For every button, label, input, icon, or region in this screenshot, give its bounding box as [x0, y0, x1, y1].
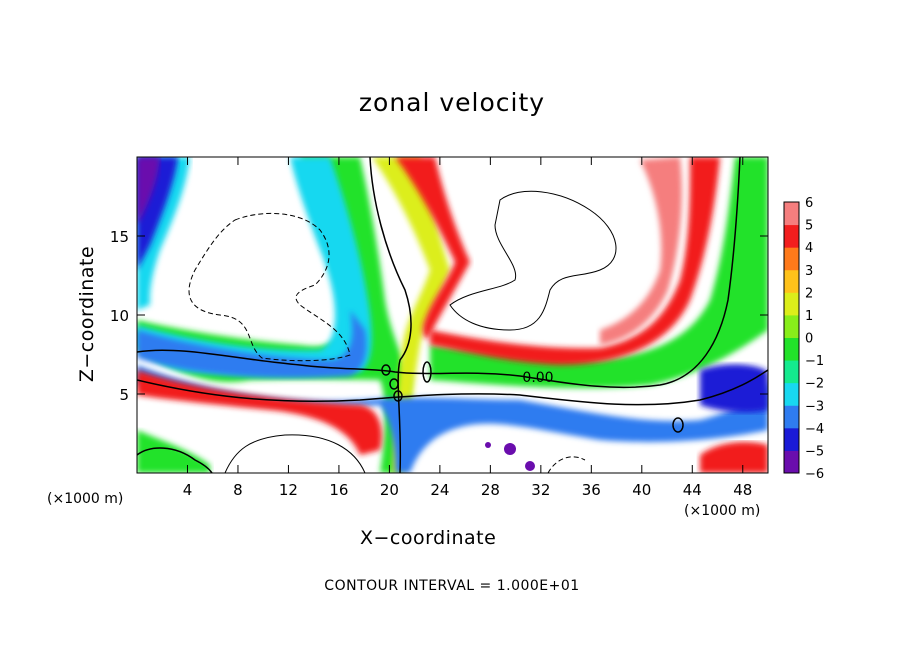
- left-bottom-contour: [137, 447, 213, 473]
- colorbar-swatch: [784, 382, 799, 406]
- colorbar-tick-label: −2: [805, 377, 824, 392]
- small-contour-loop: [393, 390, 403, 402]
- heatmap-field: 0.00: [137, 157, 768, 473]
- colorbar-swatch: [784, 224, 799, 248]
- field-speck: [485, 442, 491, 448]
- field-bottom-right-red: [700, 442, 768, 473]
- colorbar-tick-label: 1: [805, 309, 813, 324]
- lower-contour: [224, 434, 366, 473]
- zero-contour-lower: [137, 369, 768, 406]
- colorbar-swatch: [784, 360, 799, 384]
- colorbar-tick-label: 5: [805, 219, 813, 234]
- colorbar-tick-label: 0: [805, 332, 813, 347]
- zero-contour-left-band: [369, 157, 412, 473]
- x-tick-label: 8: [233, 481, 243, 499]
- colorbar-swatch: [784, 427, 799, 451]
- field-left-purple: [137, 157, 160, 225]
- colorbar-tick-label: 2: [805, 286, 813, 301]
- colorbar-tick-label: −3: [805, 399, 824, 414]
- colorbar-tick-label: −6: [805, 467, 824, 482]
- field-band-cyan: [137, 157, 372, 376]
- colorbar-tick-label: −4: [805, 422, 824, 437]
- contour-lines: [137, 157, 768, 473]
- x-unit-note-right: (×1000 m): [684, 503, 761, 519]
- colorbar-swatch: [784, 337, 799, 361]
- x-tick-label: 36: [582, 481, 601, 499]
- contour-interval-note: CONTOUR INTERVAL = 1.000E+01: [324, 578, 580, 594]
- colorbar-swatch: [784, 202, 799, 226]
- chart-title: zonal velocity: [358, 88, 546, 117]
- y-tick-label: 15: [110, 228, 129, 246]
- colorbar-frame: [783, 201, 800, 474]
- y-axis-ticks: 5 10 15: [110, 228, 768, 404]
- x-tick-label: 40: [632, 481, 651, 499]
- colorbar-swatch: [784, 314, 799, 338]
- field-lower-left-red: [137, 370, 382, 455]
- small-contour-loop: [422, 361, 432, 383]
- x-tick-label: 44: [683, 481, 702, 499]
- colorbar-swatch: [784, 247, 799, 271]
- x-tick-label: 16: [329, 481, 348, 499]
- colorbar-tick-label: 6: [805, 196, 813, 211]
- colorbar: 6 5 4 3 2 1 0 −1 −2 −3 −4 −5 −6: [783, 196, 824, 482]
- small-contour-loop: [672, 417, 684, 433]
- colorbar-swatch: [784, 269, 799, 293]
- small-contour-loop: [381, 364, 391, 376]
- negative-contour-dashed: [188, 212, 351, 362]
- field-center-yellow: [372, 157, 450, 473]
- y-tick-label: 5: [119, 386, 129, 404]
- colorbar-swatch: [784, 292, 799, 316]
- lower-contour-dashed: [547, 456, 586, 473]
- field-right-red: [430, 157, 720, 365]
- x-unit-note-left: (×1000 m): [47, 491, 124, 507]
- small-contour-loop: [389, 378, 399, 390]
- field-bottom-blue: [137, 365, 768, 473]
- field-lower-left-green: [137, 430, 210, 473]
- colorbar-tick-label: −1: [805, 354, 824, 369]
- x-tick-label: 12: [279, 481, 298, 499]
- colorbar-tick-label: 3: [805, 264, 813, 279]
- contour-label: 0.00: [522, 370, 553, 386]
- x-axis-label: X−coordinate: [360, 527, 497, 549]
- field-right-pink: [600, 157, 682, 345]
- colorbar-tick-label: 4: [805, 241, 813, 256]
- x-tick-label: 24: [430, 481, 449, 499]
- zero-contour: [137, 157, 741, 389]
- x-tick-label: 28: [481, 481, 500, 499]
- x-tick-label: 4: [183, 481, 193, 499]
- x-tick-label: 48: [733, 481, 752, 499]
- field-right-green: [430, 157, 768, 388]
- positive-contour: [449, 190, 617, 331]
- colorbar-swatch: [784, 450, 799, 474]
- x-tick-label: 32: [531, 481, 550, 499]
- field-speck: [525, 461, 535, 471]
- field-center-red: [395, 157, 470, 339]
- field-speck: [504, 443, 516, 455]
- colorbar-swatch: [784, 405, 799, 429]
- y-tick-label: 10: [110, 307, 129, 325]
- x-tick-label: 20: [380, 481, 399, 499]
- x-axis-ticks: 4 8 12 16 20 24 28 32 36 40 44 48: [183, 157, 752, 499]
- colorbar-tick-label: −5: [805, 444, 824, 459]
